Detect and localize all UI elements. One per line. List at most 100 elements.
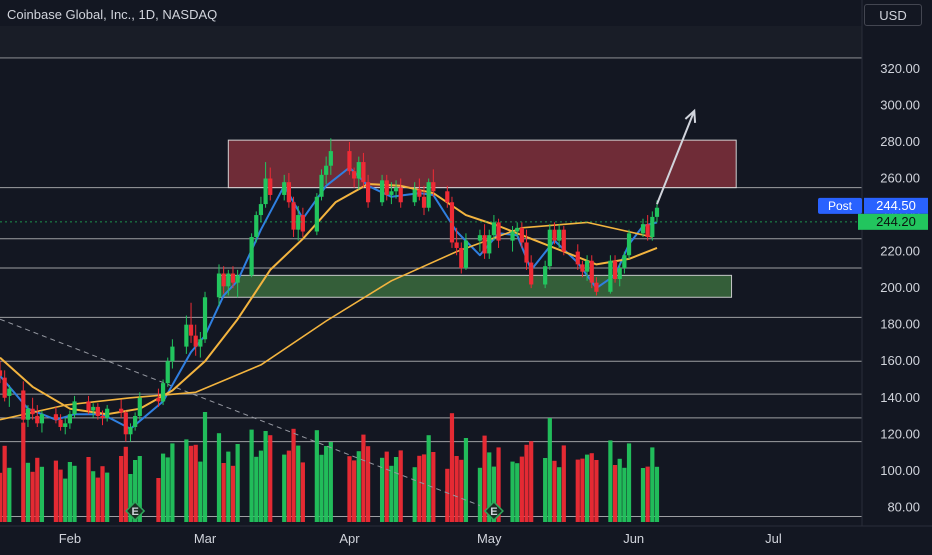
trendline [0, 318, 481, 507]
candle-body [202, 297, 208, 340]
candle-body [487, 235, 492, 254]
candle-body [105, 408, 110, 418]
candle-body [365, 182, 371, 203]
last-price-label: 244.20 [876, 214, 916, 229]
candle-body [552, 229, 557, 241]
candle-body [300, 215, 305, 232]
candle-body [640, 224, 646, 234]
candle-body [557, 229, 562, 241]
time-tick-label: Jul [765, 531, 782, 546]
candle-body [133, 416, 138, 427]
volume-bar [496, 447, 501, 522]
volume-bar [249, 429, 254, 522]
candle-body [324, 165, 329, 175]
candle-body [454, 242, 459, 248]
volume-bar [547, 418, 552, 522]
volume-bar [128, 474, 133, 522]
volume-bar [30, 471, 35, 522]
volume-bar [7, 467, 12, 522]
candle-body [263, 178, 268, 205]
candle-body [0, 370, 3, 376]
candle-body [482, 235, 487, 254]
candle-body [352, 171, 357, 179]
volume-bar [100, 466, 105, 522]
volume-bar [608, 440, 613, 522]
volume-bar [524, 444, 529, 522]
candle-body [7, 388, 12, 396]
time-axis[interactable]: Feb Mar Apr May Jun Jul [0, 525, 932, 550]
volume-bar [258, 450, 264, 522]
candle-body [561, 229, 566, 252]
volume-bar [426, 435, 431, 522]
candle-body [123, 412, 128, 435]
time-tick-label: Mar [194, 531, 217, 546]
time-axis-background [0, 526, 932, 550]
candle-body [594, 282, 599, 292]
volume-bar [188, 445, 194, 522]
candle-body [235, 275, 240, 283]
candle-body [35, 416, 40, 424]
candle-body [160, 383, 166, 402]
volume-bar [86, 457, 91, 522]
candle-body [58, 419, 63, 427]
candle-body [650, 216, 655, 237]
price-tick-label: 280.00 [880, 134, 920, 149]
last-price-tag [858, 213, 928, 230]
candle-body [254, 215, 259, 237]
candle-body [463, 240, 469, 269]
volume-bar [640, 468, 646, 522]
volume-bar [654, 466, 660, 522]
projection-arrow-head [684, 108, 697, 123]
candle-body [417, 189, 422, 197]
volume-bar [352, 460, 357, 522]
earnings-marker-label: E [131, 506, 138, 518]
volume-bar [575, 459, 580, 522]
candle-body [291, 202, 296, 230]
candle-body [226, 273, 231, 287]
volume-bar [170, 443, 175, 522]
candle-body [477, 235, 483, 241]
top-band [0, 26, 862, 58]
currency-button[interactable]: USD [864, 4, 922, 26]
price-tick-label: 160.00 [880, 353, 920, 368]
volume-bar [393, 457, 399, 522]
price-axis[interactable]: 320.00300.00280.00260.00240.00220.00200.… [861, 0, 932, 550]
moving-average-line [0, 221, 653, 421]
price-tick-label: 120.00 [880, 426, 920, 441]
volume-bar [384, 451, 389, 522]
candle-body [282, 182, 287, 195]
candle-body [459, 247, 464, 269]
moving-average-line [0, 183, 658, 416]
candle-body [230, 273, 236, 283]
candle-body [184, 324, 189, 347]
candle-body [193, 335, 198, 347]
time-tick-label: Jun [623, 531, 644, 546]
volume-bar [291, 428, 296, 522]
price-tick-label: 300.00 [880, 97, 920, 112]
volume-bar [412, 467, 417, 522]
volume-bar [459, 459, 464, 522]
volume-bar [254, 456, 259, 522]
volume-bar [421, 454, 427, 522]
volume-bar [314, 430, 319, 522]
volume-bar [552, 460, 557, 522]
candle-body [91, 406, 96, 411]
price-tick-label: 180.00 [880, 317, 920, 332]
candle-body [119, 408, 124, 413]
volume-bar [123, 446, 128, 522]
volume-bar [328, 442, 333, 522]
candle-body [547, 229, 552, 267]
candle-body [654, 207, 660, 217]
candle-body [584, 260, 590, 272]
candle-body [25, 408, 31, 420]
volume-bar [193, 444, 198, 522]
resistance-zone [227, 139, 737, 189]
post-price-label: 244.50 [876, 198, 916, 213]
volume-bar [184, 439, 189, 522]
volume-bar [58, 469, 63, 522]
candle-body [221, 273, 226, 287]
candle-body [510, 231, 515, 241]
